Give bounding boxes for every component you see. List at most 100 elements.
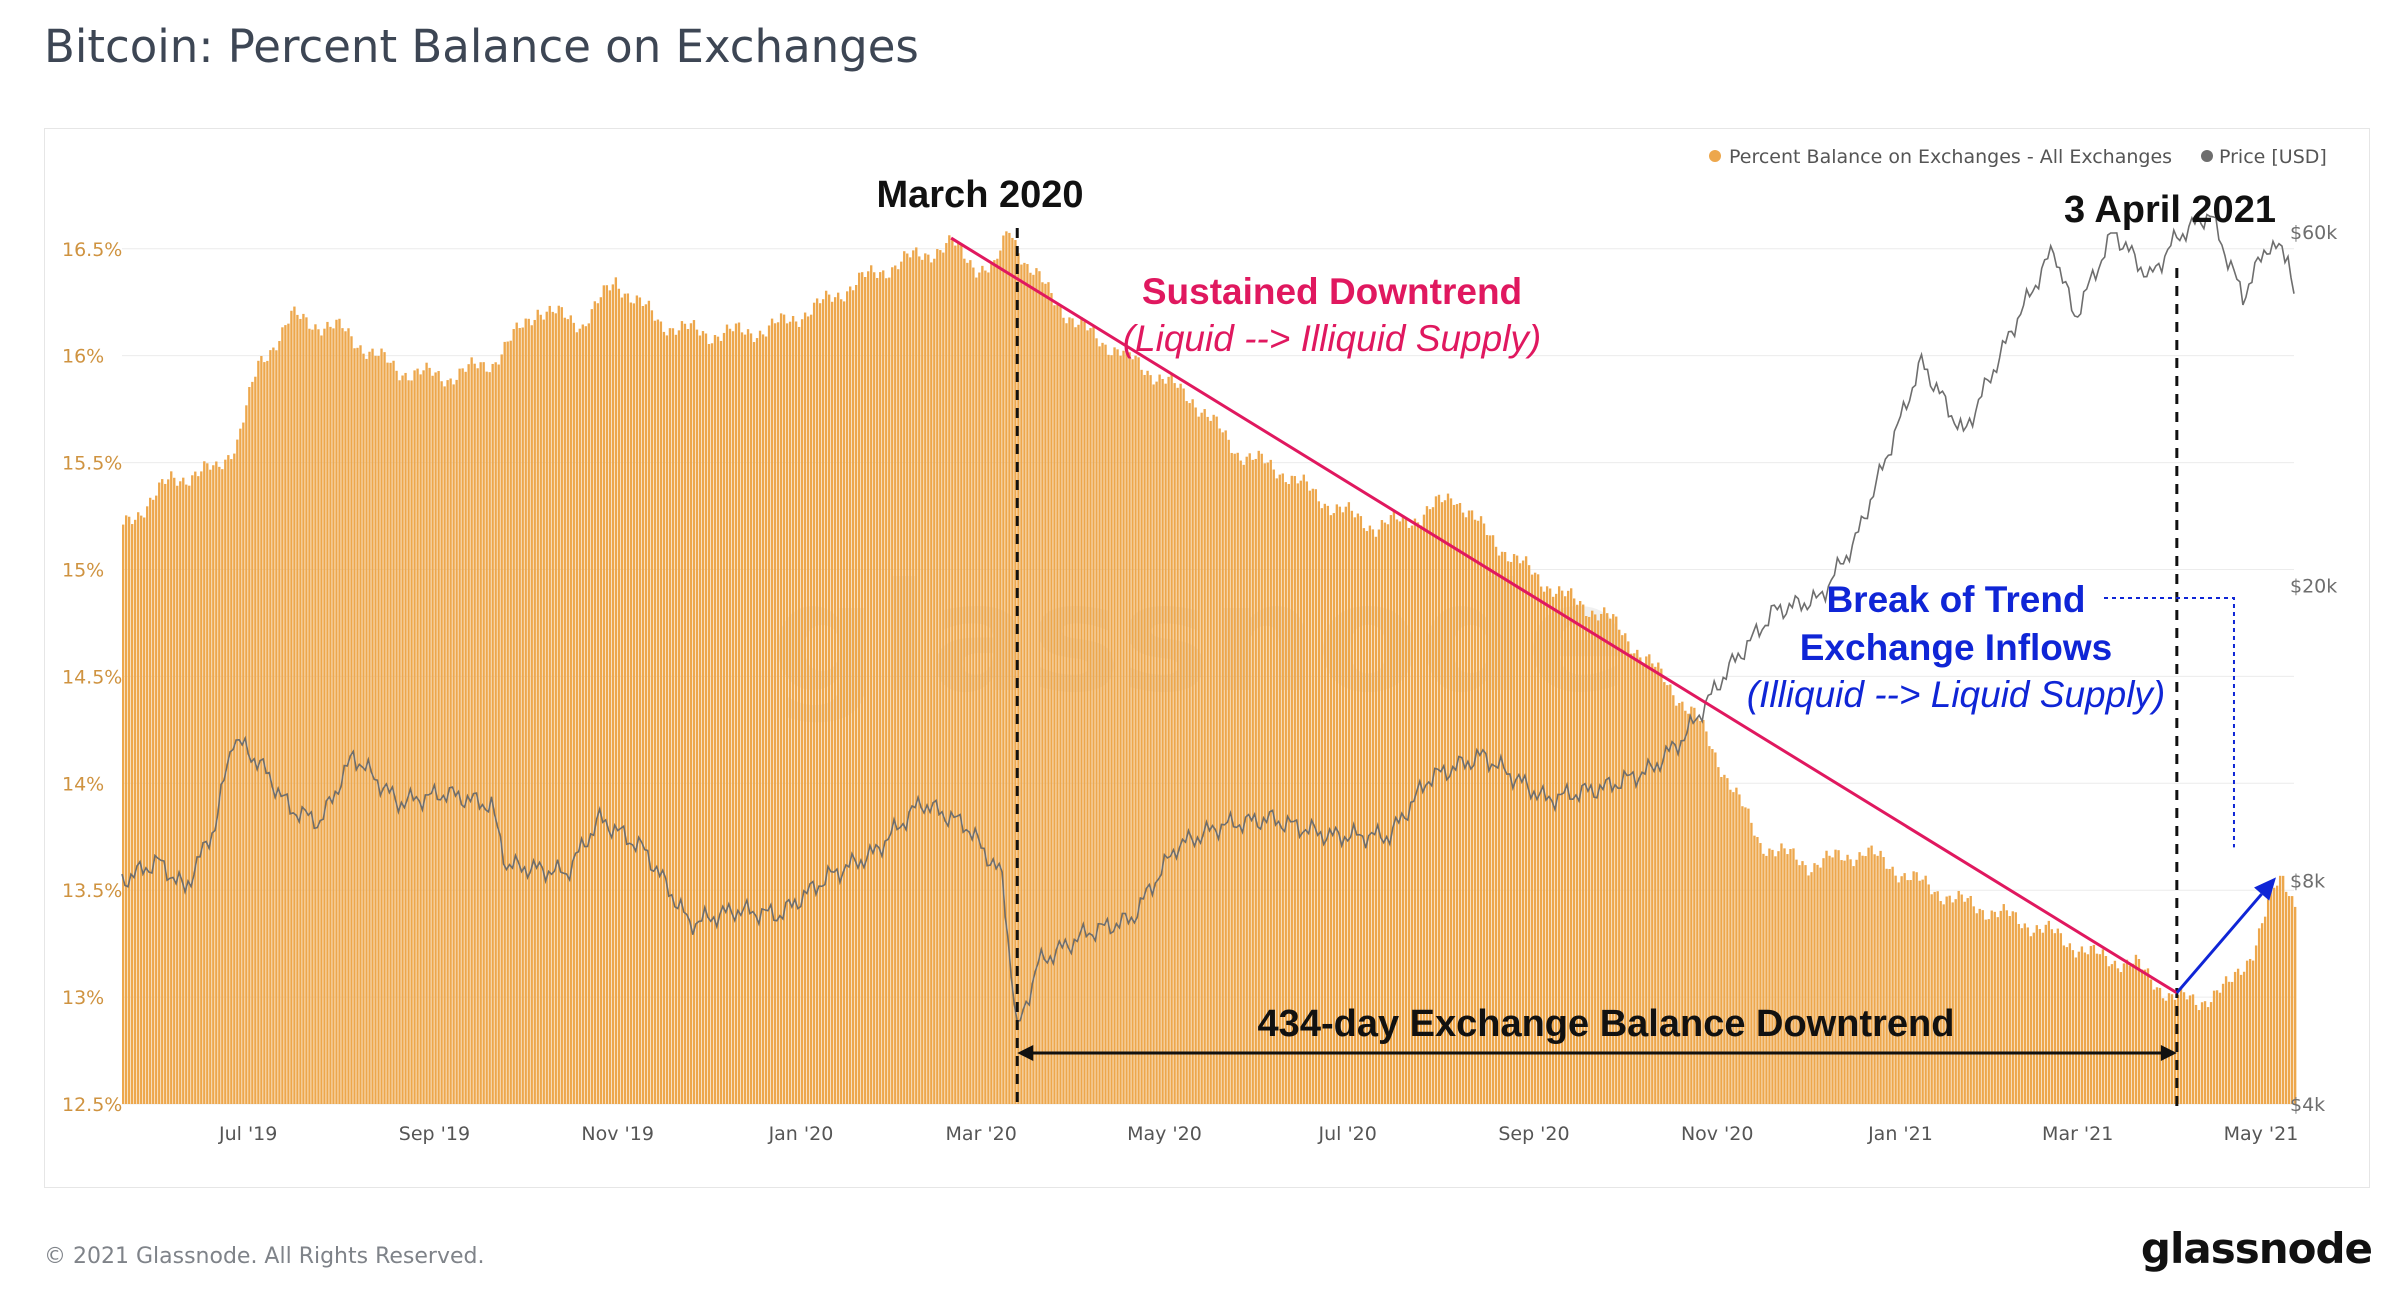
balance-bar bbox=[479, 362, 482, 1105]
balance-bar bbox=[236, 439, 239, 1105]
balance-bar bbox=[2294, 906, 2297, 1104]
balance-bar bbox=[638, 297, 642, 1104]
x-tick-label: Sep '20 bbox=[1498, 1123, 1569, 1145]
balance-bar bbox=[1726, 778, 1729, 1104]
y-right-tick-label: $4k bbox=[2290, 1094, 2325, 1116]
balance-bar bbox=[2125, 959, 2129, 1104]
balance-bar bbox=[1185, 401, 1188, 1104]
balance-bar bbox=[2197, 1010, 2201, 1104]
balance-bar bbox=[1206, 416, 1209, 1105]
balance-bar bbox=[2131, 963, 2135, 1104]
balance-bar bbox=[326, 321, 329, 1104]
balance-bar bbox=[2083, 952, 2087, 1104]
balance-bar bbox=[566, 319, 569, 1105]
balance-bar bbox=[2134, 954, 2138, 1104]
balance-bar bbox=[1912, 871, 1915, 1104]
balance-bar bbox=[1879, 850, 1882, 1104]
balance-bar bbox=[1374, 536, 1378, 1104]
balance-bar bbox=[1362, 528, 1366, 1104]
balance-bar bbox=[1104, 344, 1107, 1105]
balance-bar bbox=[689, 323, 693, 1104]
balance-bar bbox=[1903, 873, 1906, 1104]
balance-bar bbox=[764, 336, 768, 1104]
balance-bar bbox=[212, 465, 215, 1104]
balance-bar bbox=[1272, 469, 1275, 1105]
balance-bar bbox=[674, 334, 678, 1104]
balance-bar bbox=[581, 324, 584, 1104]
balance-bar bbox=[2110, 964, 2114, 1104]
balance-bar bbox=[368, 351, 371, 1104]
balance-bar bbox=[782, 314, 786, 1105]
balance-bar bbox=[1218, 428, 1221, 1104]
balance-bar bbox=[1305, 481, 1308, 1105]
balance-bar bbox=[879, 272, 882, 1104]
balance-bar bbox=[1996, 917, 1999, 1104]
balance-bar bbox=[551, 311, 554, 1105]
balance-bar bbox=[470, 357, 473, 1105]
balance-bar bbox=[506, 341, 509, 1104]
balance-bar bbox=[485, 371, 488, 1104]
balance-bar bbox=[182, 477, 185, 1104]
balance-bar bbox=[1095, 338, 1098, 1104]
balance-bar bbox=[2272, 887, 2276, 1104]
balance-bar bbox=[641, 305, 645, 1104]
balance-bar bbox=[1296, 483, 1299, 1104]
duration-label: 434-day Exchange Balance Downtrend bbox=[1258, 1003, 1955, 1045]
balance-bar bbox=[170, 471, 173, 1104]
balance-bar bbox=[1062, 317, 1065, 1105]
balance-bar bbox=[1984, 919, 1987, 1104]
balance-bar bbox=[1987, 919, 1990, 1104]
balance-bar bbox=[2284, 891, 2288, 1104]
balance-bar bbox=[1302, 474, 1305, 1104]
balance-bar bbox=[308, 328, 311, 1104]
balance-bar bbox=[386, 362, 389, 1104]
legend-price-label[interactable]: Price [USD] bbox=[2219, 146, 2327, 168]
balance-bar bbox=[1440, 502, 1444, 1104]
balance-bar bbox=[203, 461, 206, 1104]
balance-bar bbox=[272, 347, 275, 1104]
balance-bar bbox=[900, 261, 903, 1104]
balance-bar bbox=[2251, 960, 2255, 1104]
copyright: © 2021 Glassnode. All Rights Reserved. bbox=[44, 1244, 485, 1269]
balance-bar bbox=[377, 355, 380, 1104]
balance-bar bbox=[521, 327, 524, 1104]
balance-bar bbox=[1813, 863, 1816, 1104]
balance-bar bbox=[752, 342, 756, 1104]
balance-bar bbox=[1023, 262, 1026, 1104]
legend[interactable]: Percent Balance on Exchanges - All Excha… bbox=[1709, 146, 2327, 168]
balance-bar bbox=[852, 290, 855, 1104]
legend-balance-label[interactable]: Percent Balance on Exchanges - All Excha… bbox=[1729, 146, 2172, 168]
balance-bar bbox=[948, 235, 951, 1104]
balance-bar bbox=[290, 310, 293, 1105]
balance-bar bbox=[951, 240, 954, 1104]
balance-bar bbox=[1960, 894, 1963, 1104]
balance-bar bbox=[1203, 409, 1206, 1104]
brand-logo[interactable]: glassnode bbox=[2140, 1224, 2373, 1273]
balance-bar bbox=[2155, 987, 2159, 1104]
balance-bar bbox=[1164, 383, 1167, 1105]
balance-bar bbox=[179, 481, 182, 1104]
balance-bar bbox=[1122, 350, 1125, 1104]
balance-bar bbox=[353, 348, 356, 1104]
balance-bar bbox=[392, 360, 395, 1104]
balance-bar bbox=[2020, 928, 2023, 1104]
balance-bar bbox=[1828, 855, 1831, 1104]
balance-bar bbox=[161, 479, 164, 1104]
balance-bar bbox=[719, 340, 723, 1104]
balance-bar bbox=[2086, 954, 2090, 1104]
balance-bar bbox=[512, 329, 515, 1104]
balance-bar bbox=[1431, 507, 1435, 1104]
balance-bar bbox=[425, 362, 428, 1105]
balance-bar bbox=[596, 303, 599, 1104]
balance-bar bbox=[1110, 355, 1113, 1104]
balance-bar bbox=[350, 336, 353, 1104]
break-dotted-connector bbox=[2104, 597, 2235, 848]
balance-bar bbox=[1428, 509, 1432, 1104]
balance-bar bbox=[996, 258, 999, 1104]
balance-bar bbox=[758, 330, 762, 1105]
balance-bar bbox=[1434, 496, 1438, 1105]
balance-bar bbox=[260, 356, 263, 1104]
balance-bar bbox=[383, 352, 386, 1104]
balance-bar bbox=[335, 319, 338, 1104]
balance-bar bbox=[1771, 849, 1774, 1104]
